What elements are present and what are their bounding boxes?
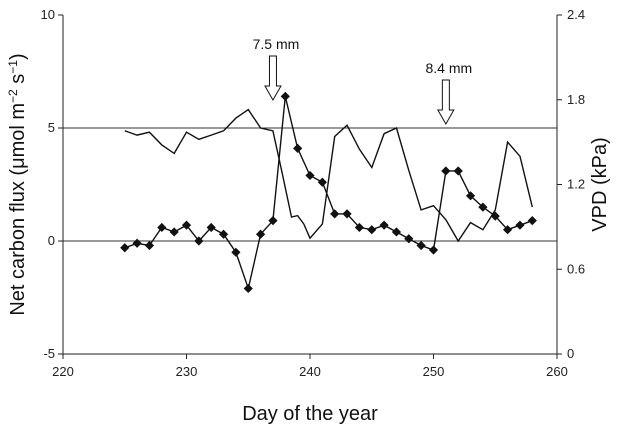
carbon-flux-point (428, 245, 439, 255)
rainfall-arrow-icon (264, 55, 282, 102)
x-axis-title: Day of the year (242, 403, 378, 425)
carbon-flux-point (503, 225, 513, 235)
carbon-flux-point (194, 236, 204, 246)
y-left-tick-label: 5 (48, 120, 55, 135)
carbon-flux-point (527, 216, 537, 226)
carbon-flux-point (256, 229, 266, 239)
carbon-flux-point (181, 220, 192, 230)
carbon-flux-point (416, 240, 426, 251)
y-left-axis-title-superscript: −1 (6, 60, 20, 74)
y-left-axis-title-part: s (7, 74, 29, 90)
carbon-flux-point (268, 216, 278, 226)
carbon-flux-point (144, 240, 155, 251)
carbon-flux-point (342, 209, 352, 219)
x-tick-label: 250 (423, 364, 445, 379)
carbon-flux-point (317, 177, 327, 187)
y-right-tick-label: 0.6 (567, 261, 585, 276)
carbon-flux-point (293, 143, 303, 153)
carbon-flux-point (391, 227, 402, 237)
x-tick-label: 240 (299, 364, 321, 379)
y-left-tick-label: 10 (41, 7, 55, 22)
carbon-flux-point (305, 170, 315, 181)
carbon-flux-point (441, 166, 451, 176)
carbon-flux-point (379, 220, 389, 230)
y-left-axis-title-part: Net carbon flux (μmol m (7, 103, 29, 316)
y-left-axis-title: Net carbon flux (μmol m−2 s−1) (6, 53, 29, 315)
carbon-flux-point (132, 238, 142, 248)
y-left-tick-label: -5 (43, 346, 55, 361)
carbon-flux-point (157, 222, 167, 233)
y-right-tick-label: 2.4 (567, 7, 585, 22)
vpd-line (124, 108, 533, 243)
carbon-flux-point (169, 227, 179, 237)
carbon-flux-point (120, 243, 130, 253)
y-left-tick-label: 0 (48, 233, 55, 248)
carbon-flux-point (515, 220, 525, 230)
y-right-tick-label: 1.2 (567, 177, 585, 192)
carbon-flux-point (465, 191, 476, 201)
carbon-flux-point (206, 222, 216, 233)
x-tick-label: 260 (546, 364, 568, 379)
y-right-tick-label: 1.8 (567, 92, 585, 107)
carbon-flux-point (404, 234, 414, 244)
rainfall-arrow-icon (436, 79, 455, 126)
carbon-flux-line (124, 96, 533, 292)
y-right-tick-label: 0 (567, 346, 574, 361)
rainfall-annotation: 8.4 mm (426, 60, 473, 76)
x-tick-label: 230 (176, 364, 198, 379)
carbon-flux-point (478, 202, 488, 212)
carbon-flux-point (367, 225, 377, 235)
carbon-flux-point (453, 166, 463, 176)
carbon-flux-point (330, 209, 340, 219)
rainfall-annotation: 7.5 mm (253, 36, 300, 52)
carbon-flux-point (243, 283, 253, 294)
carbon-flux-point (231, 247, 241, 257)
carbon-flux-point (354, 222, 364, 233)
x-tick-label: 220 (52, 364, 74, 379)
y-right-axis-title: VPD (kPa) (589, 137, 611, 231)
carbon-flux-point (218, 229, 229, 239)
carbon-flux-point (280, 91, 290, 101)
y-left-axis-title-superscript: −2 (6, 89, 20, 103)
y-left-axis-title-part: ) (7, 53, 29, 60)
